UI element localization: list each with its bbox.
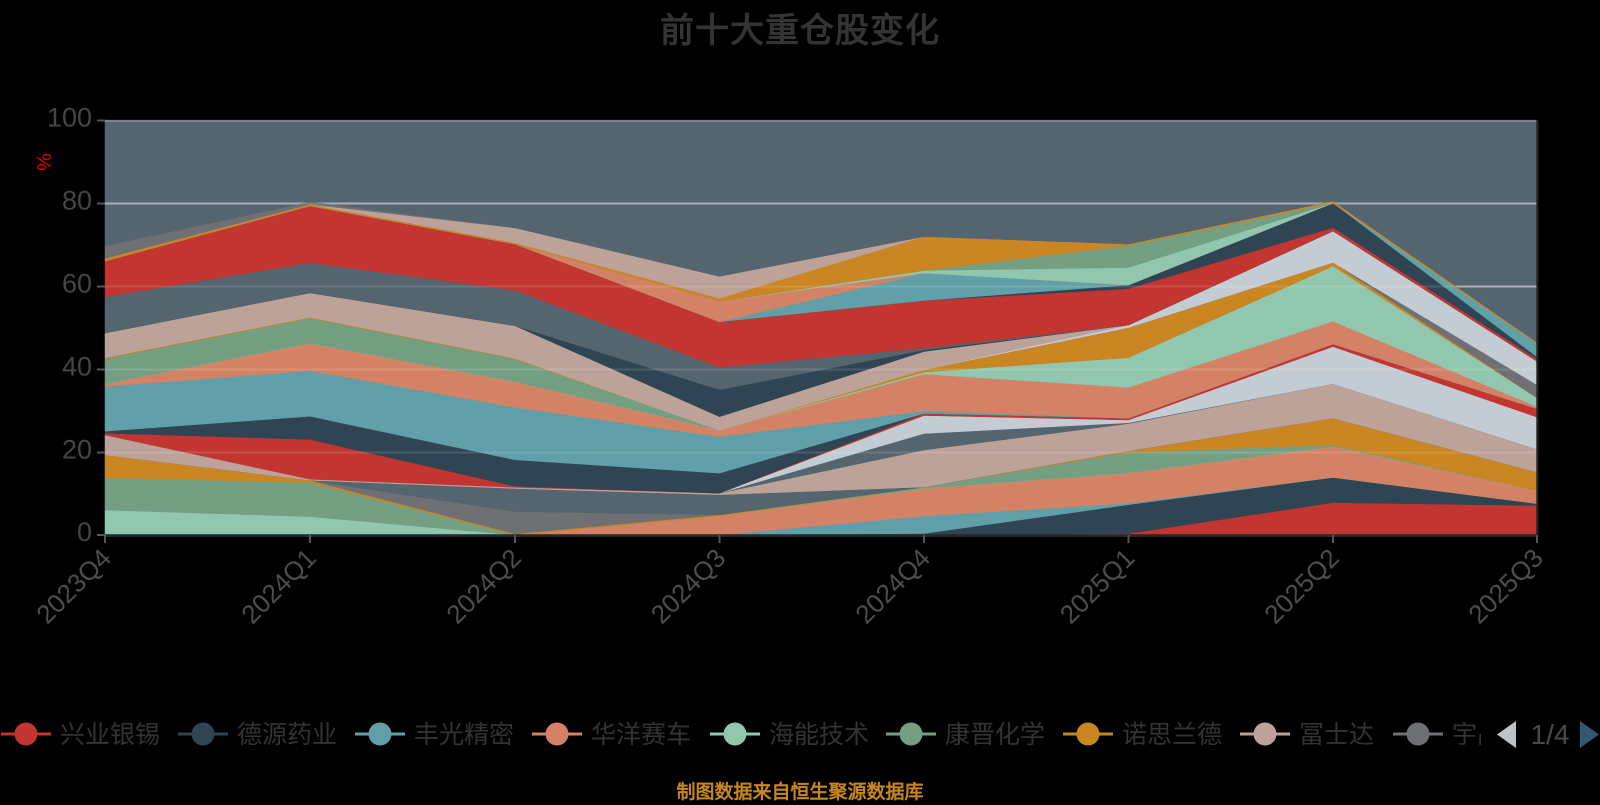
svg-text:0: 0 xyxy=(77,517,92,547)
svg-text:2024Q4: 2024Q4 xyxy=(849,543,936,630)
svg-text:2024Q3: 2024Q3 xyxy=(645,543,732,630)
svg-text:海能技术: 海能技术 xyxy=(769,721,869,749)
svg-text:宇晶股份: 宇晶股份 xyxy=(1452,721,1552,749)
svg-text:2024Q2: 2024Q2 xyxy=(440,543,527,630)
svg-text:%: % xyxy=(32,153,54,171)
svg-text:康晋化学: 康晋化学 xyxy=(945,721,1045,749)
svg-text:丰光精密: 丰光精密 xyxy=(414,721,514,749)
svg-text:2025Q1: 2025Q1 xyxy=(1054,543,1141,630)
svg-text:冨士达: 冨士达 xyxy=(1299,721,1374,749)
svg-text:40: 40 xyxy=(62,352,92,382)
svg-text:德源药业: 德源药业 xyxy=(237,721,337,749)
svg-text:1/4: 1/4 xyxy=(1531,719,1570,750)
svg-text:2023Q4: 2023Q4 xyxy=(30,543,117,630)
svg-text:2025Q3: 2025Q3 xyxy=(1462,543,1549,630)
svg-text:2025Q2: 2025Q2 xyxy=(1258,543,1345,630)
svg-text:兴业银锡: 兴业银锡 xyxy=(60,721,160,749)
svg-text:2024Q1: 2024Q1 xyxy=(235,543,322,630)
svg-text:诺思兰德: 诺思兰德 xyxy=(1122,721,1222,749)
svg-text:60: 60 xyxy=(62,269,92,299)
svg-text:华洋赛车: 华洋赛车 xyxy=(591,721,691,749)
svg-text:20: 20 xyxy=(62,435,92,465)
svg-text:100: 100 xyxy=(47,103,92,133)
svg-text:80: 80 xyxy=(62,186,92,216)
